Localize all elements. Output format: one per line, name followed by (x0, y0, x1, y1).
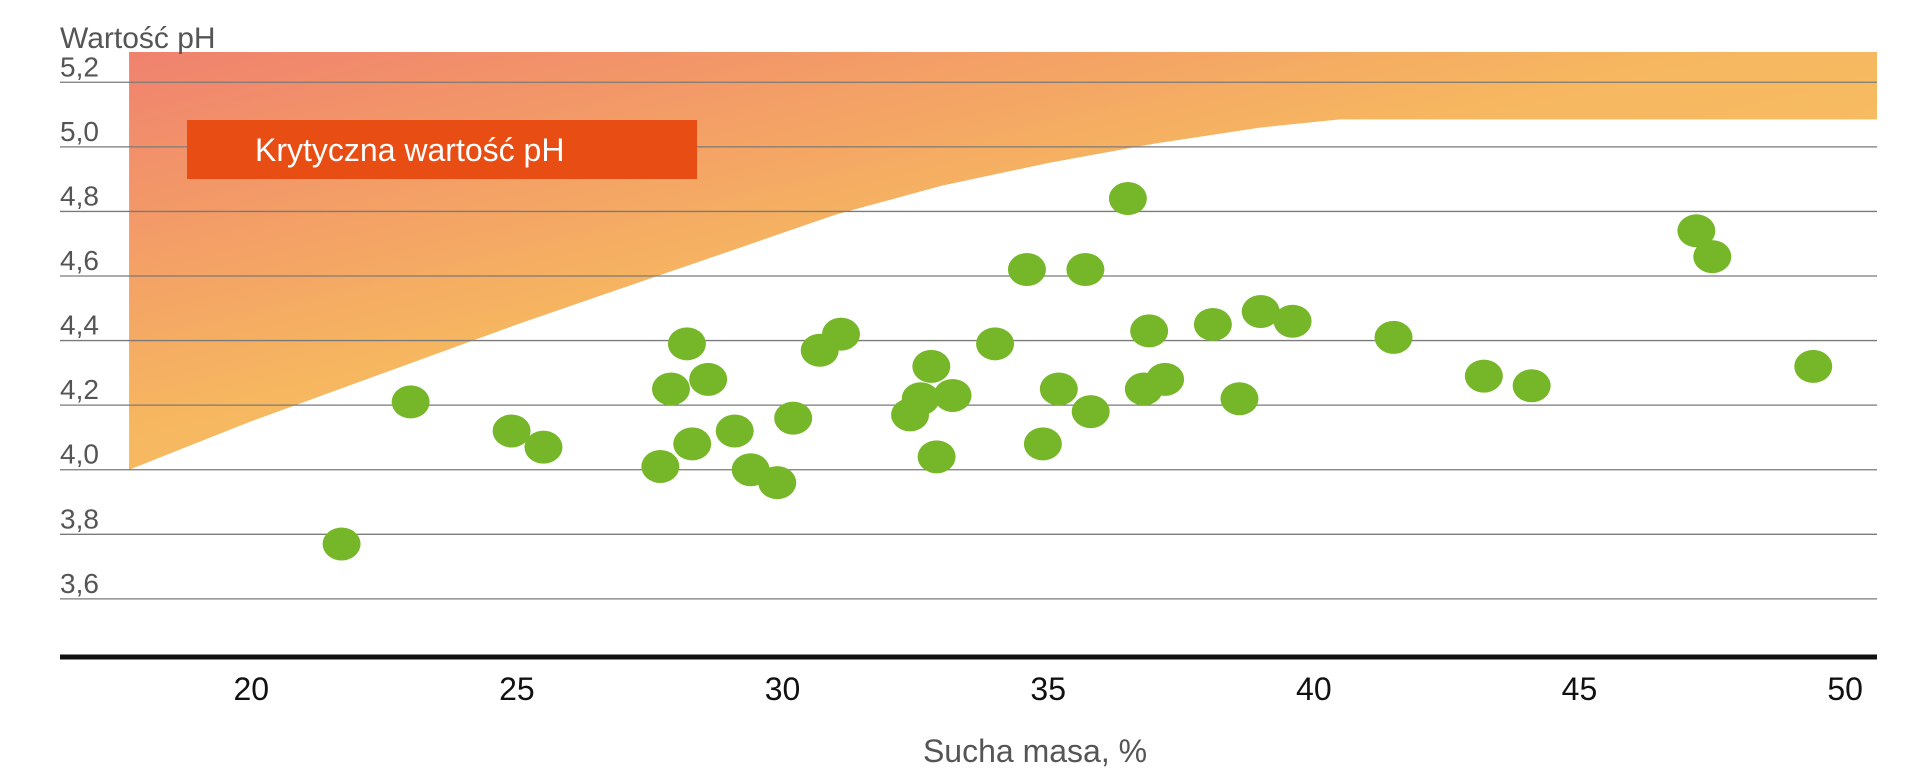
data-point (673, 427, 712, 461)
x-tick-label: 30 (765, 671, 801, 707)
data-point (1007, 253, 1046, 287)
data-point (1677, 214, 1716, 248)
gridlines (60, 81, 1877, 600)
data-point (1794, 349, 1833, 383)
data-point (715, 414, 754, 448)
y-tick-label: 4,4 (60, 310, 99, 341)
data-point (1273, 304, 1312, 338)
data-point (1241, 295, 1280, 329)
data-point (1374, 320, 1413, 354)
x-axis-label: Sucha masa, % (923, 733, 1147, 769)
data-point (1220, 382, 1259, 416)
annotation-label: Krytyczna wartość pH (255, 132, 564, 168)
data-point (651, 372, 690, 406)
data-point (933, 378, 972, 412)
data-point (1464, 359, 1503, 393)
x-tick-label: 25 (499, 671, 535, 707)
data-point (1071, 395, 1110, 429)
x-tick-label: 45 (1562, 671, 1598, 707)
critical-ph-zone (129, 52, 1877, 470)
y-tick-label: 3,8 (60, 503, 99, 534)
data-point (1512, 369, 1551, 403)
x-tick-label: 40 (1296, 671, 1332, 707)
y-tick-label: 4,2 (60, 374, 99, 405)
y-tick-label: 3,6 (60, 568, 99, 599)
data-point (322, 527, 361, 561)
y-tick-label: 4,8 (60, 180, 99, 211)
y-tick-label: 4,6 (60, 245, 99, 276)
data-point (774, 401, 813, 435)
data-point (667, 327, 706, 361)
data-point (821, 317, 860, 351)
data-point (901, 382, 940, 416)
x-tick-label: 20 (233, 671, 269, 707)
annotation-box (187, 120, 697, 179)
data-point (912, 349, 951, 383)
data-point (524, 430, 563, 464)
data-point (758, 466, 797, 500)
data-point (1066, 253, 1105, 287)
x-tick-label: 50 (1827, 671, 1863, 707)
y-tick-label: 5,2 (60, 51, 99, 82)
data-point (976, 327, 1015, 361)
data-point (1039, 372, 1078, 406)
data-point (689, 362, 728, 396)
data-point (1693, 240, 1732, 274)
data-point (492, 414, 531, 448)
y-tick-label: 5,0 (60, 116, 99, 147)
y-axis-label: Wartość pH (60, 22, 216, 55)
data-point (1193, 307, 1232, 341)
y-tick-labels: 3,6 3,8 4,0 4,2 4,4 4,6 4,8 5,0 5,2 (60, 51, 99, 599)
data-points (322, 182, 1833, 561)
data-point (917, 440, 956, 474)
data-point (1146, 362, 1185, 396)
x-tick-labels: 20 25 30 35 40 45 50 (233, 671, 1862, 707)
critical-ph-annotation: Krytyczna wartość pH (187, 120, 697, 179)
data-point (1023, 427, 1062, 461)
data-point (641, 450, 680, 484)
data-point (1108, 182, 1147, 216)
data-point (391, 385, 430, 419)
data-point (1130, 314, 1169, 348)
y-tick-label: 4,0 (60, 439, 99, 470)
x-tick-label: 35 (1030, 671, 1066, 707)
